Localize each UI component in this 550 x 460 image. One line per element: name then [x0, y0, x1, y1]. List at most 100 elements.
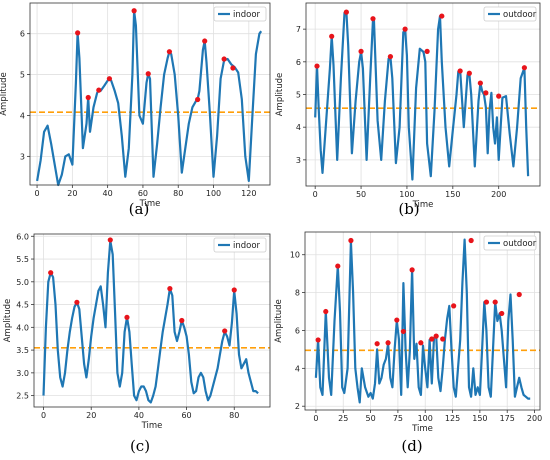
y-tick-label: 2	[295, 402, 300, 411]
y-tick-label: 5.5	[16, 255, 29, 264]
y-tick-label: 4.5	[16, 301, 29, 310]
x-tick-label: 0	[35, 189, 40, 198]
peak-marker	[499, 310, 505, 317]
peak-marker	[477, 80, 483, 86]
y-tick-label: 6	[296, 58, 301, 67]
x-tick-label: 40	[103, 189, 113, 198]
y-tick-label: 4	[296, 123, 301, 132]
peak-marker	[429, 336, 435, 342]
y-axis-label: Amplitude	[3, 299, 13, 343]
peak-marker	[492, 299, 498, 305]
panel-caption: (b)	[398, 200, 419, 218]
y-tick-label: 4	[20, 111, 25, 120]
peak-marker	[370, 16, 376, 22]
y-tick-label: 5	[20, 71, 25, 80]
plot-frame	[305, 2, 541, 187]
peak-marker	[516, 291, 522, 298]
x-tick-label: 100	[418, 414, 433, 423]
y-tick-label: 6	[295, 326, 300, 335]
y-tick-label: 10	[290, 251, 300, 260]
x-tick-label: 0	[41, 411, 46, 420]
peak-marker	[466, 70, 472, 76]
x-tick-label: 20	[67, 189, 77, 198]
peak-marker	[439, 13, 445, 19]
x-tick-label: 80	[173, 189, 183, 198]
legend-label: outdoor	[503, 239, 537, 249]
y-tick-label: 5.0	[16, 278, 29, 287]
y-tick-label: 6	[20, 30, 25, 39]
peak-marker	[167, 286, 173, 292]
peak-marker	[230, 65, 236, 71]
peak-marker	[496, 93, 502, 99]
panel-caption: (c)	[130, 437, 150, 455]
peak-marker	[394, 317, 400, 323]
chart-panel-c: 0 20 40 60 80 2.5 3.0 3.5 4.0 4.5 5.0 5.5 6.0 indoor T…	[3, 232, 271, 455]
y-axis-label: Amplitude	[274, 299, 284, 343]
chart-panel-b: 0 50 100 150 200 3 4 5 6 7 outdoor Time Amplitude (b)	[275, 2, 541, 218]
peak-marker	[424, 48, 430, 54]
legend: indoor	[213, 237, 267, 253]
peak-marker	[131, 8, 137, 14]
x-tick-label: 25	[338, 414, 348, 423]
plot-frame	[33, 233, 271, 408]
x-tick-label: 125	[445, 414, 460, 423]
peak-marker	[145, 71, 151, 77]
x-tick-label: 100	[206, 189, 221, 198]
x-tick-label: 100	[399, 190, 414, 199]
peak-marker	[418, 340, 424, 346]
peak-marker	[323, 308, 329, 315]
legend-label: indoor	[233, 241, 261, 251]
x-tick-label: 150	[472, 414, 487, 423]
peak-marker	[107, 237, 113, 243]
peak-marker	[348, 237, 354, 244]
x-tick-label: 0	[313, 190, 318, 199]
x-tick-label: 50	[365, 414, 375, 423]
series-line-indoor	[42, 239, 259, 404]
peak-marker	[409, 267, 415, 273]
peak-marker	[451, 303, 457, 309]
legend-box	[213, 237, 267, 253]
panel-caption: (d)	[401, 437, 422, 455]
peak-marker	[329, 33, 335, 39]
peak-marker	[74, 299, 80, 305]
x-axis-label: Time	[141, 421, 163, 431]
peak-marker	[314, 63, 320, 69]
x-tick-label: 80	[229, 411, 239, 420]
series-line-outdoor	[314, 238, 531, 404]
peak-marker	[521, 65, 528, 71]
x-tick-label: 200	[491, 190, 506, 199]
peak-marker	[48, 270, 54, 276]
peak-marker	[335, 263, 341, 269]
y-tick-label: 8	[295, 289, 300, 298]
x-tick-label: 60	[181, 411, 191, 420]
peak-marker	[166, 49, 173, 55]
x-tick-label: 75	[393, 414, 403, 423]
legend-box	[483, 235, 537, 251]
y-tick-label: 3.5	[16, 346, 29, 355]
peak-marker	[468, 237, 474, 244]
chart-panel-a: 0 20 40 60 80 100 120 3 4 5 6 indoor Time Amplitude (a…	[0, 2, 271, 218]
y-axis-label: Amplitude	[275, 73, 285, 117]
x-tick-label: 60	[138, 189, 148, 198]
chart-panel-d: 0 25 50 75 100 125 150 175 200 2 4 6 8 10 outdoor Time A…	[274, 231, 542, 455]
x-tick-label: 150	[445, 190, 460, 199]
peak-marker	[221, 56, 227, 62]
peak-marker	[387, 53, 394, 60]
x-axis-label: Time	[139, 199, 161, 209]
plot-area	[34, 234, 270, 407]
peak-marker	[231, 287, 237, 293]
y-tick-label: 2.5	[16, 392, 29, 401]
peak-marker	[343, 9, 349, 15]
series-line-outdoor	[314, 11, 530, 181]
x-tick-label: 50	[356, 190, 366, 199]
legend-label: outdoor	[503, 10, 537, 20]
peak-marker	[195, 96, 201, 103]
peak-marker	[385, 340, 391, 346]
peak-marker	[483, 299, 490, 305]
y-tick-label: 3.0	[16, 369, 29, 378]
legend-label: indoor	[233, 10, 261, 20]
peak-marker	[202, 38, 208, 44]
peak-marker	[433, 333, 439, 339]
legend: outdoor	[483, 6, 537, 22]
